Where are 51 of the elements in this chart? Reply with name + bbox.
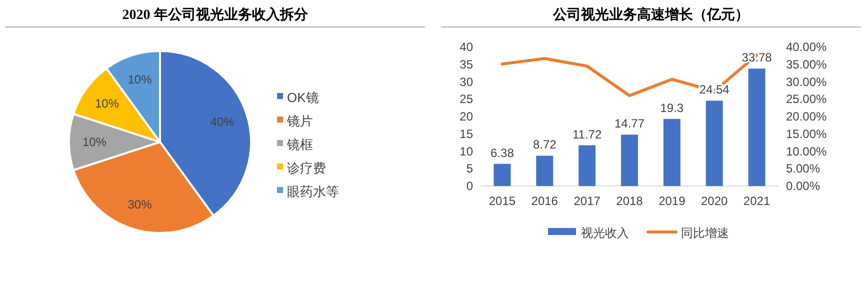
- x-tick-label: 2019: [658, 194, 686, 208]
- bar: [578, 145, 596, 186]
- data-label: 10%: [94, 96, 120, 110]
- data-label: 10%: [82, 135, 107, 149]
- legend-label: 视光收入: [581, 226, 629, 240]
- legend-label: 镜片: [286, 114, 313, 128]
- bar: [706, 100, 723, 186]
- y-tick-label: 35: [460, 57, 474, 72]
- data-label: 11.72: [572, 127, 602, 142]
- y-tick-label: 25: [460, 92, 474, 106]
- data-label: 40%: [210, 114, 235, 129]
- y2-tick-label: 40.00%: [786, 40, 828, 54]
- y2-tick-label: 15.00%: [786, 126, 828, 141]
- y-tick-label: 30: [460, 74, 474, 89]
- bar: [663, 118, 680, 186]
- legend-label: OK镜: [287, 90, 319, 105]
- legend-label: 同比增速: [681, 226, 729, 240]
- x-tick-label: 2017: [574, 194, 601, 208]
- bar: [748, 68, 766, 186]
- data-label: 6.38: [490, 146, 514, 160]
- legend-label: 眼药水等: [287, 184, 339, 199]
- x-tick-label: 2020: [701, 194, 728, 208]
- data-label: 14.77: [614, 116, 645, 131]
- legend-label: 镜框: [286, 137, 313, 152]
- data-label: 10%: [128, 72, 152, 87]
- y2-tick-label: 25.00%: [786, 92, 828, 106]
- y-tick-label: 15: [460, 126, 474, 141]
- bar: [621, 134, 638, 186]
- bar: [494, 164, 511, 186]
- bar: [536, 156, 554, 186]
- data-label: 30%: [128, 197, 152, 212]
- y-tick-label: 0: [466, 179, 474, 193]
- legend-label: 诊疗费: [287, 160, 326, 176]
- y2-tick-label: 35.00%: [786, 57, 828, 72]
- chart-title: 2020 年公司视光业务收入拆分: [122, 6, 309, 23]
- y2-tick-label: 20.00%: [786, 110, 828, 124]
- y2-tick-label: 5.00%: [786, 162, 820, 176]
- x-tick-label: 2016: [531, 194, 558, 208]
- y2-tick-label: 30.00%: [786, 74, 828, 89]
- x-tick-label: 2021: [743, 194, 770, 208]
- y2-tick-label: 10.00%: [786, 144, 828, 158]
- y-tick-label: 40: [460, 40, 474, 54]
- y-tick-label: 10: [460, 144, 474, 158]
- data-label: 8.72: [532, 138, 557, 152]
- data-label: 19.3: [660, 100, 684, 115]
- x-tick-label: 2018: [616, 194, 644, 208]
- y-tick-label: 5: [466, 162, 474, 176]
- chart-title: 公司视光业务高速增长（亿元）: [552, 6, 749, 23]
- y2-tick-label: 0.00%: [786, 179, 820, 193]
- y-tick-label: 20: [460, 110, 474, 124]
- x-tick-label: 2015: [488, 194, 516, 208]
